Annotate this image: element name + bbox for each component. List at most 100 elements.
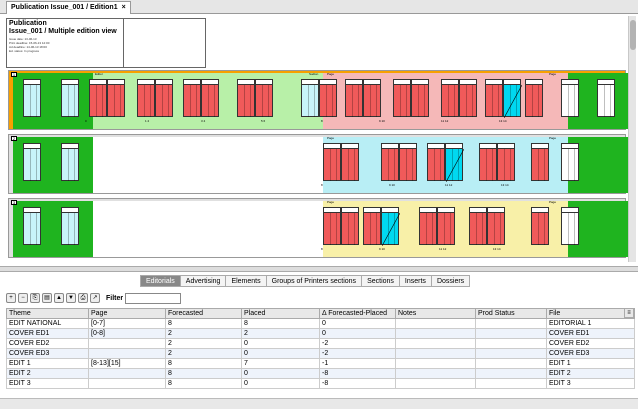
column-header[interactable]: Theme xyxy=(6,308,89,319)
table-cell[interactable]: 0 xyxy=(319,328,396,339)
edition-row[interactable]: 3 Page Page 8 9 10 11 12 13 14 xyxy=(8,198,631,258)
tab-groups-of-printers-sections[interactable]: Groups of Printers sections xyxy=(266,275,363,287)
table-cell[interactable]: 0 xyxy=(241,368,320,379)
page-thumbnail[interactable] xyxy=(485,79,503,117)
table-cell[interactable]: COVER ED3 xyxy=(546,348,635,359)
export-icon[interactable]: ↗ xyxy=(90,293,100,303)
print-icon[interactable]: ⎙ xyxy=(78,293,88,303)
page-thumbnail[interactable] xyxy=(137,79,155,117)
page-thumbnail[interactable] xyxy=(381,143,399,181)
page-thumbnail[interactable] xyxy=(23,207,41,245)
page-layout-canvas[interactable]: 1 Editor Sudion Page Page 0 1 2 3 4 5 6 8 9 10 11 1… xyxy=(0,14,638,265)
edition-row[interactable]: 1 Editor Sudion Page Page 0 1 2 3 4 5 6 8 9 10 11 1… xyxy=(8,70,631,130)
page-thumbnail[interactable] xyxy=(255,79,273,117)
page-thumbnail[interactable] xyxy=(437,207,455,245)
table-cell[interactable]: EDIT 1 xyxy=(6,358,89,369)
page-thumbnail[interactable] xyxy=(597,79,615,117)
close-icon[interactable]: × xyxy=(121,4,126,11)
column-header[interactable]: Page xyxy=(88,308,166,319)
table-cell[interactable] xyxy=(395,358,476,369)
table-cell[interactable]: [8-13][15] xyxy=(88,358,166,369)
table-cell[interactable] xyxy=(395,318,476,329)
remove-icon[interactable]: − xyxy=(18,293,28,303)
table-cell[interactable]: COVER ED2 xyxy=(546,338,635,349)
table-cell[interactable]: EDIT 2 xyxy=(6,368,89,379)
column-header[interactable]: Placed xyxy=(241,308,320,319)
add-icon[interactable]: + xyxy=(6,293,16,303)
table-cell[interactable] xyxy=(395,368,476,379)
table-cell[interactable]: COVER ED1 xyxy=(6,328,89,339)
table-cell[interactable]: 8 xyxy=(241,318,320,329)
page-thumbnail[interactable] xyxy=(561,79,579,117)
table-cell[interactable] xyxy=(475,358,547,369)
table-cell[interactable]: 8 xyxy=(165,358,242,369)
table-cell[interactable]: [0-8] xyxy=(88,328,166,339)
page-thumbnail[interactable] xyxy=(319,79,337,117)
table-cell[interactable] xyxy=(475,348,547,359)
table-cell[interactable]: 0 xyxy=(319,318,396,329)
page-thumbnail[interactable] xyxy=(561,143,579,181)
page-thumbnail[interactable] xyxy=(459,79,477,117)
page-thumbnail[interactable] xyxy=(61,79,79,117)
table-cell[interactable] xyxy=(395,328,476,339)
page-thumbnail[interactable] xyxy=(201,79,219,117)
table-cell[interactable]: -2 xyxy=(319,338,396,349)
table-cell[interactable]: EDIT NATIONAL xyxy=(6,318,89,329)
page-thumbnail[interactable] xyxy=(89,79,107,117)
page-thumbnail[interactable] xyxy=(479,143,497,181)
table-cell[interactable]: COVER ED2 xyxy=(6,338,89,349)
table-row[interactable]: EDIT NATIONAL [0-7] 8 8 0 EDITORIAL 1 xyxy=(6,318,635,329)
table-cell[interactable] xyxy=(475,318,547,329)
page-thumbnail[interactable] xyxy=(107,79,125,117)
page-thumbnail[interactable] xyxy=(497,143,515,181)
filter-input[interactable] xyxy=(125,292,182,304)
edition-row[interactable]: 2 Page Page 8 9 10 11 12 13 14 xyxy=(8,134,631,194)
vertical-scrollbar[interactable] xyxy=(628,16,636,262)
page-thumbnail[interactable] xyxy=(531,143,549,181)
panel-splitter[interactable] xyxy=(0,266,638,272)
table-row[interactable]: COVER ED3 2 0 -2 COVER ED3 xyxy=(6,348,635,359)
page-thumbnail[interactable] xyxy=(531,207,549,245)
table-row[interactable]: EDIT 2 8 0 -8 EDIT 2 xyxy=(6,368,635,379)
tab-dossiers[interactable]: Dossiers xyxy=(431,275,471,287)
table-cell[interactable]: EDIT 3 xyxy=(6,378,89,389)
tab-editorials[interactable]: Editorials xyxy=(140,275,181,287)
table-cell[interactable] xyxy=(395,348,476,359)
table-cell[interactable] xyxy=(475,338,547,349)
page-thumbnail[interactable] xyxy=(411,79,429,117)
column-header[interactable]: Forecasted xyxy=(165,308,242,319)
page-thumbnail[interactable] xyxy=(393,79,411,117)
table-row[interactable]: EDIT 3 8 0 -8 EDIT 3 xyxy=(6,378,635,389)
page-thumbnail[interactable] xyxy=(441,79,459,117)
page-thumbnail[interactable] xyxy=(427,143,445,181)
table-cell[interactable] xyxy=(88,348,166,359)
page-thumbnail[interactable] xyxy=(503,79,522,118)
table-cell[interactable]: COVER ED3 xyxy=(6,348,89,359)
table-cell[interactable]: -1 xyxy=(319,358,396,369)
page-thumbnail[interactable] xyxy=(155,79,173,117)
table-cell[interactable] xyxy=(395,338,476,349)
tab-advertising[interactable]: Advertising xyxy=(180,275,227,287)
table-cell[interactable] xyxy=(475,328,547,339)
table-cell[interactable] xyxy=(475,378,547,389)
tab-inserts[interactable]: Inserts xyxy=(399,275,432,287)
table-cell[interactable]: [0-7] xyxy=(88,318,166,329)
table-cell[interactable]: EDIT 1 xyxy=(546,358,635,369)
table-cell[interactable]: EDITORIAL 1 xyxy=(546,318,635,329)
page-thumbnail[interactable] xyxy=(363,207,381,245)
page-thumbnail[interactable] xyxy=(183,79,201,117)
page-thumbnail[interactable] xyxy=(445,143,464,182)
page-thumbnail[interactable] xyxy=(23,143,41,181)
table-cell[interactable]: 8 xyxy=(165,368,242,379)
move-down-icon[interactable]: ▼ xyxy=(66,293,76,303)
table-cell[interactable]: 2 xyxy=(241,328,320,339)
table-cell[interactable]: EDIT 2 xyxy=(546,368,635,379)
page-thumbnail[interactable] xyxy=(23,79,41,117)
copy-icon[interactable]: ⎘ xyxy=(30,293,40,303)
table-cell[interactable]: COVER ED1 xyxy=(546,328,635,339)
table-cell[interactable]: 8 xyxy=(165,318,242,329)
table-row[interactable]: COVER ED2 2 0 -2 COVER ED2 xyxy=(6,338,635,349)
page-thumbnail[interactable] xyxy=(341,207,359,245)
table-cell[interactable]: 7 xyxy=(241,358,320,369)
scrollbar-thumb[interactable] xyxy=(630,20,636,50)
